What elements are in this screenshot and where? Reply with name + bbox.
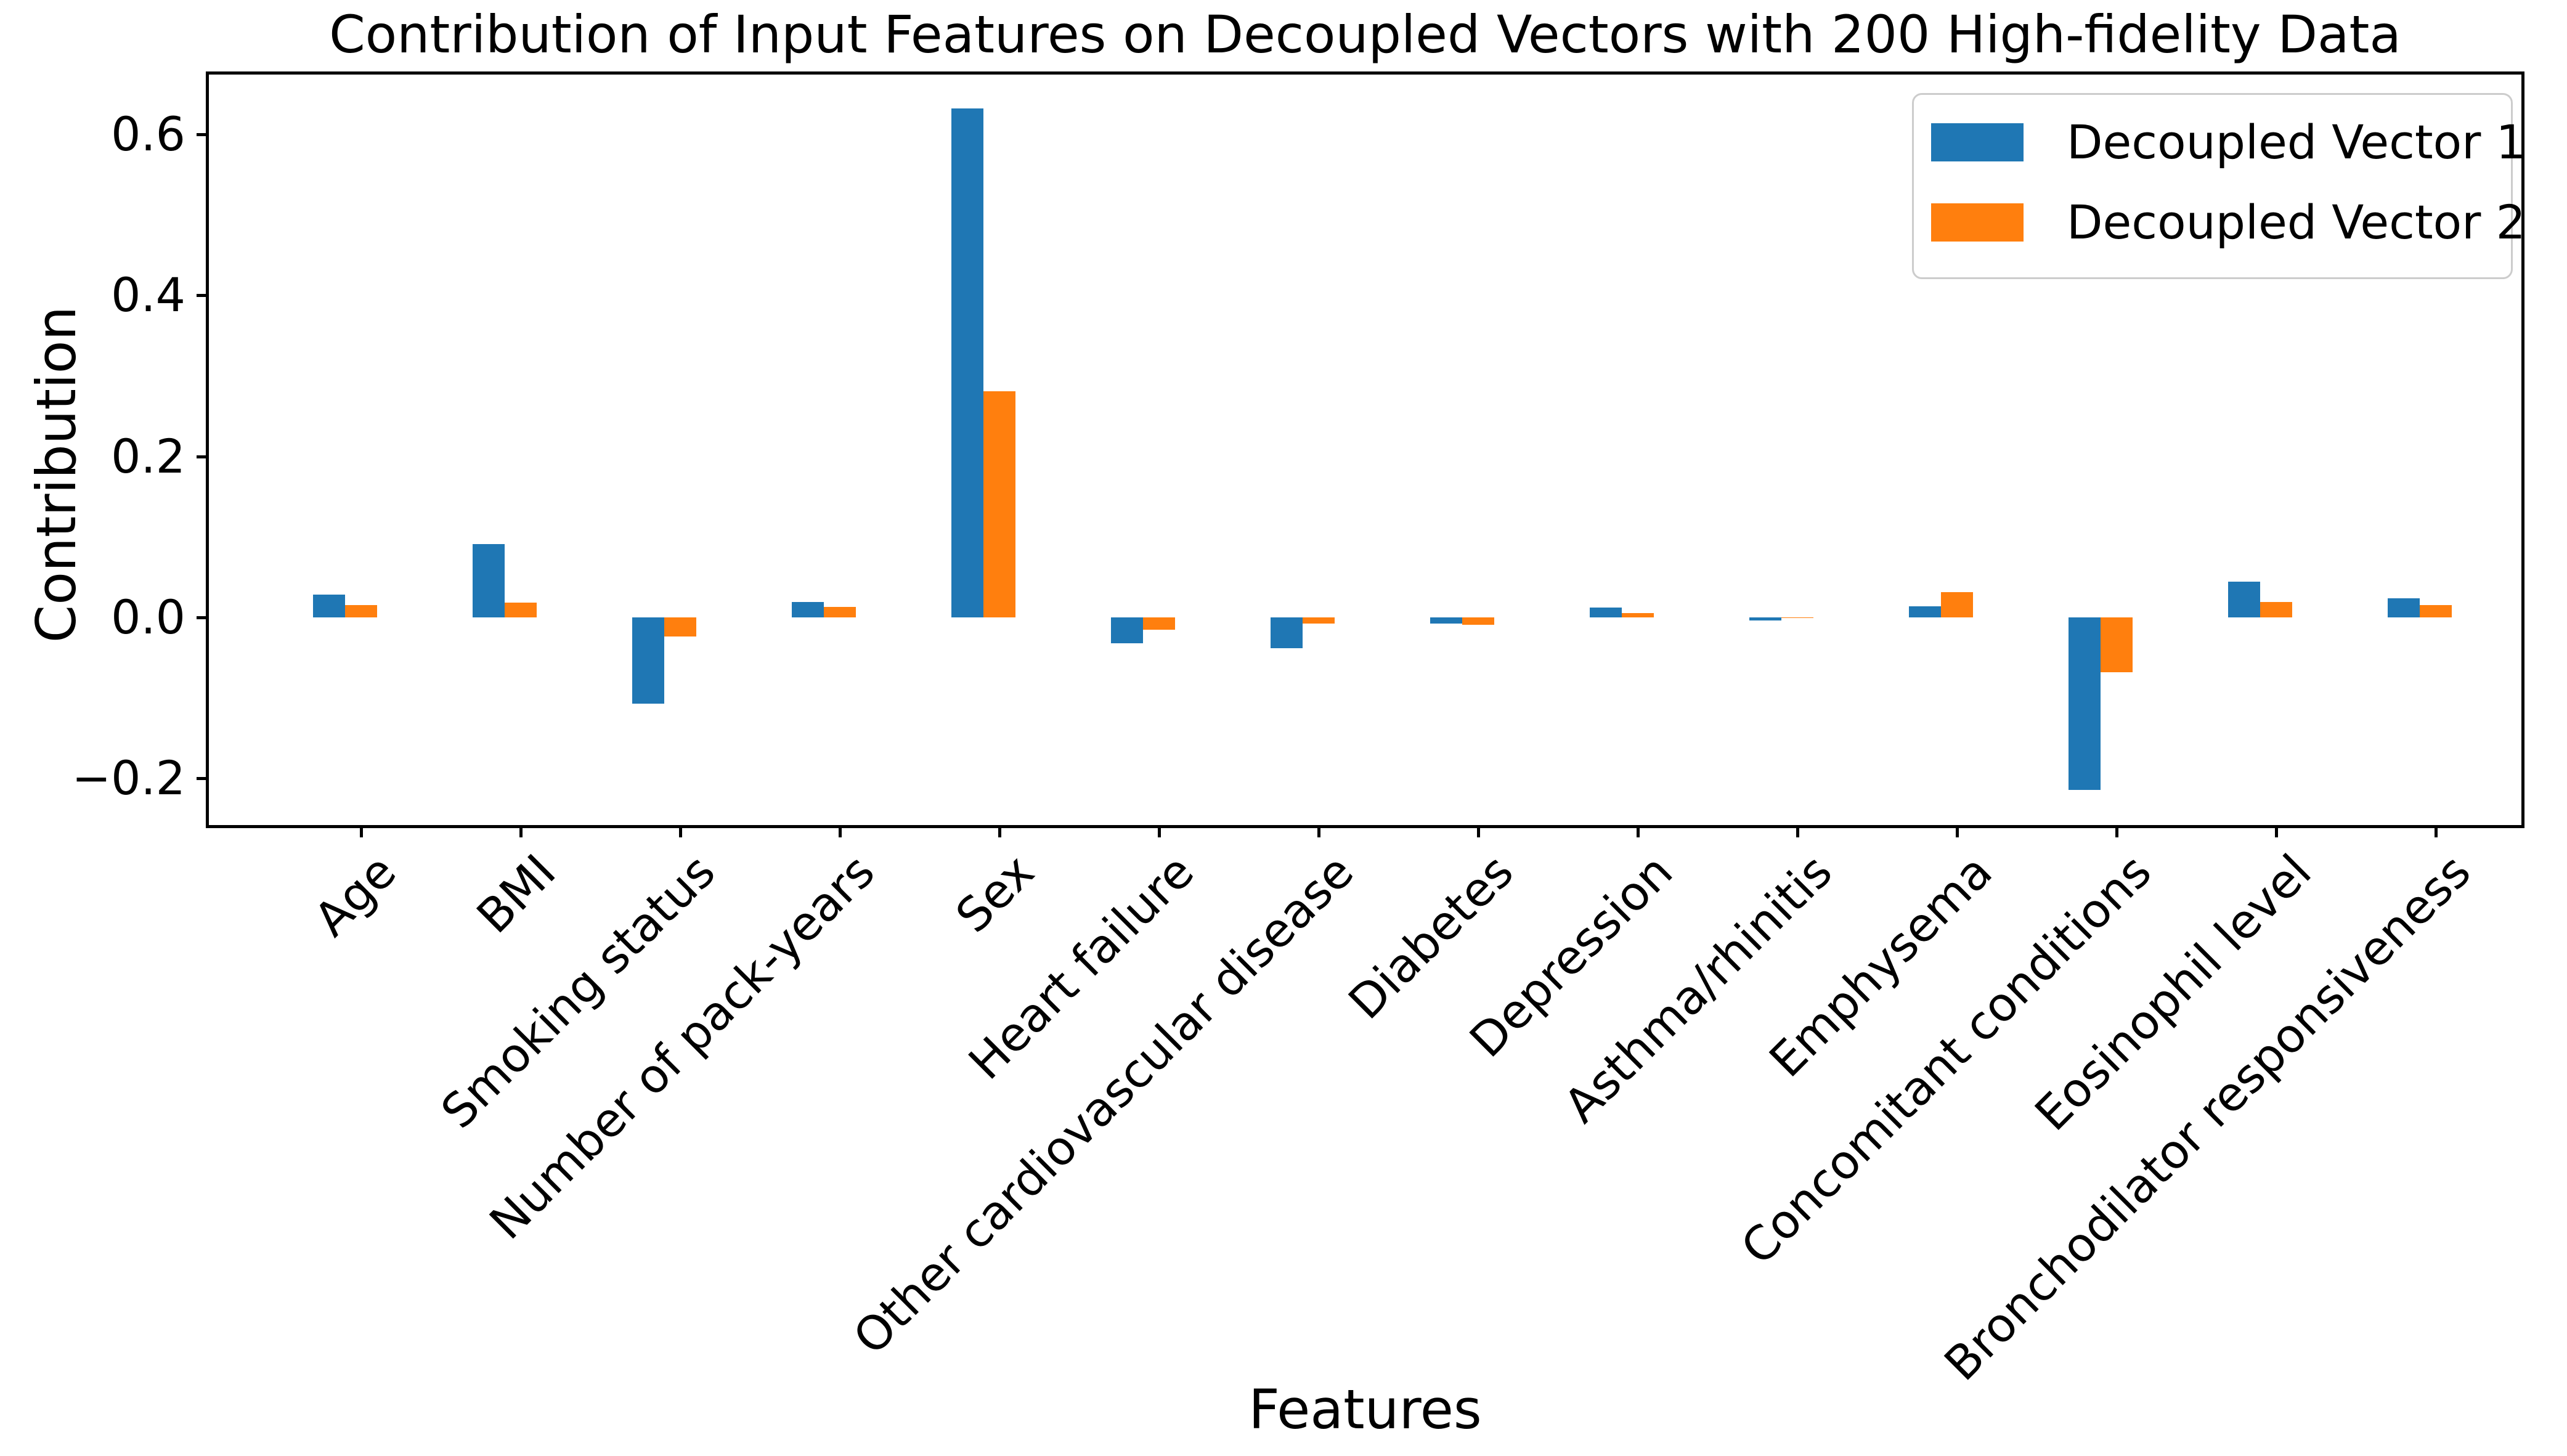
y-tick-label: 0.0 [111, 590, 185, 645]
bar-series1-smoking-status [632, 617, 664, 704]
y-tick-mark [197, 616, 209, 619]
x-tick-mark [998, 825, 1001, 837]
y-tick-label: −0.2 [71, 750, 185, 806]
x-tick-mark [679, 825, 682, 837]
bar-series2-eosinophil-level [2260, 602, 2292, 617]
bar-series1-asthma-rhinitis [1749, 617, 1781, 620]
x-tick-label: Age [303, 844, 407, 947]
bar-series1-eosinophil-level [2228, 582, 2260, 617]
bar-series1-heart-failure [1111, 617, 1143, 643]
bar-series2-number-of-pack-years [824, 607, 856, 617]
x-tick-label: Smoking status [430, 844, 726, 1139]
x-tick-mark [1637, 825, 1640, 837]
legend-label: Decoupled Vector 2 [2067, 195, 2526, 250]
bar-series2-concomitant-conditions [2101, 617, 2133, 672]
legend-row: Decoupled Vector 2 [1931, 197, 2526, 248]
bar-series2-smoking-status [664, 617, 696, 636]
y-tick-label: 0.2 [111, 428, 185, 484]
x-tick-label: Eosinophil level [2024, 844, 2322, 1142]
bar-series1-number-of-pack-years [792, 602, 824, 617]
bar-series2-depression [1622, 613, 1654, 617]
bar-series2-heart-failure [1143, 617, 1175, 630]
x-tick-mark [1956, 825, 1959, 837]
bar-series1-bronchodilator-responsiveness [2388, 598, 2420, 617]
x-tick-mark [1158, 825, 1161, 837]
x-tick-mark [1317, 825, 1320, 837]
x-tick-mark [360, 825, 363, 837]
bar-series1-diabetes [1430, 617, 1462, 624]
x-tick-mark [2115, 825, 2118, 837]
bar-series1-depression [1590, 608, 1622, 617]
bar-series2-bmi [505, 603, 537, 617]
legend-row: Decoupled Vector 1 [1931, 117, 2526, 168]
bar-series2-bronchodilator-responsiveness [2420, 605, 2452, 617]
bar-series1-age [313, 595, 345, 617]
y-tick-label: 0.6 [111, 106, 185, 161]
y-tick-mark [197, 777, 209, 781]
chart-title: Contribution of Input Features on Decoup… [329, 4, 2401, 65]
x-axis-label: Features [1248, 1378, 1482, 1441]
x-tick-label: Sex [945, 844, 1045, 943]
x-tick-mark [2275, 825, 2278, 837]
legend-swatch-icon [1931, 123, 2024, 161]
y-tick-label: 0.4 [111, 267, 185, 323]
x-tick-mark [2435, 825, 2438, 837]
bar-series1-emphysema [1909, 606, 1941, 617]
y-axis-label: Contribution [25, 306, 88, 643]
x-tick-mark [1796, 825, 1799, 837]
x-tick-label: BMI [466, 844, 566, 944]
bar-series1-sex [951, 108, 983, 617]
x-tick-mark [519, 825, 523, 837]
y-tick-mark [197, 455, 209, 458]
legend-box: Decoupled Vector 1 Decoupled Vector 2 [1912, 93, 2526, 279]
legend-label: Decoupled Vector 1 [2067, 115, 2526, 169]
y-tick-mark [197, 132, 209, 136]
x-tick-mark [839, 825, 842, 837]
bar-series2-asthma-rhinitis [1781, 617, 1813, 618]
bar-series1-concomitant-conditions [2069, 617, 2101, 790]
bar-series1-bmi [473, 544, 505, 617]
bar-series2-sex [983, 391, 1015, 617]
bar-series1-other-cardiovascular-disease [1271, 617, 1303, 648]
bar-series2-diabetes [1462, 617, 1494, 625]
bar-series2-other-cardiovascular-disease [1303, 617, 1335, 624]
bar-series2-emphysema [1941, 592, 1973, 617]
bar-series2-age [345, 605, 377, 617]
x-tick-mark [1477, 825, 1480, 837]
legend-swatch-icon [1931, 203, 2024, 242]
y-tick-mark [197, 294, 209, 298]
